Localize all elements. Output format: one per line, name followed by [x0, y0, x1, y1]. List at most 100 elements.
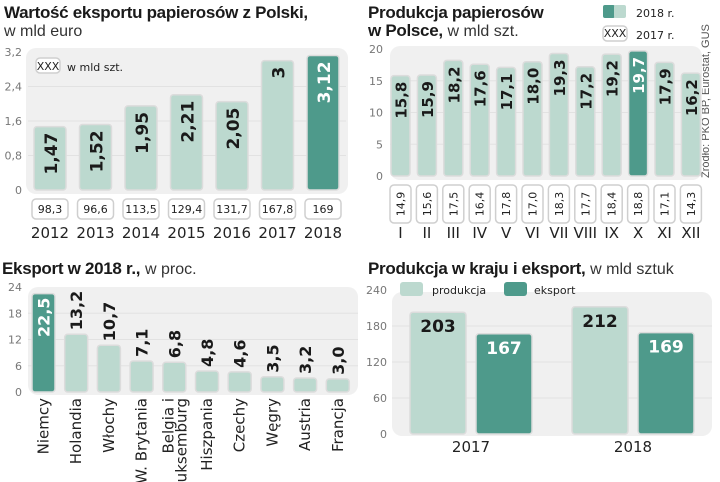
chart2-ytick-label: 20: [369, 43, 383, 56]
chart4-category-label: 2017: [452, 438, 490, 456]
chart2-2017-box: [600, 184, 623, 224]
chart2-value-label: 16,2: [683, 79, 701, 116]
chart1-category-label: 2015: [167, 224, 205, 242]
chart4-title-block: Produkcja w kraju i eksport, w mld sztuk: [368, 260, 674, 279]
chart3-value-label: 10,7: [100, 302, 119, 341]
chart1-category-label: 2014: [122, 224, 160, 242]
chart2-2017-box: [521, 184, 544, 224]
chart2-title: Produkcja papierosów: [368, 3, 544, 22]
chart2-value-label: 18,0: [525, 68, 543, 105]
chart2-category-label: I: [398, 224, 402, 242]
chart3-bar: [227, 371, 252, 393]
chart3-title-block: Eksport w 2018 r., w proc.: [2, 260, 197, 279]
chart3-category-label: Hiszpania: [198, 398, 216, 471]
chart3-category-label: Niemcy: [35, 398, 53, 454]
chart2-legend-swatch-dark: [603, 5, 615, 18]
chart3-value-label: 3,0: [329, 347, 348, 375]
chart2-value-label: 15,8: [393, 82, 411, 119]
chart1-title-block: Wartość eksportu papierosów z Polski, w …: [4, 4, 308, 41]
chart2-ytick-label: 15: [369, 75, 383, 88]
chart1-category-label: 2018: [304, 224, 342, 242]
chart2-2017-box: [679, 184, 703, 224]
chart2-legend-swatch-light: [614, 5, 626, 18]
chart2-bar: [627, 50, 649, 177]
chart1-category-label: 2012: [31, 224, 69, 242]
chart2-bar: [495, 66, 517, 177]
chart2-category-label: IV: [472, 224, 487, 242]
chart2-bar: [390, 74, 411, 177]
chart4-ytick-label: 0: [380, 428, 387, 441]
chart2-category-label: X: [633, 224, 643, 242]
chart2-category-label: II: [422, 224, 431, 242]
chart1-secondary-box: [76, 198, 115, 220]
chart2-legend-2018: 2018 r.: [636, 7, 675, 20]
chart2-title2: w Polsce,: [368, 21, 443, 40]
chart2-2017-label: 18,3: [553, 192, 566, 217]
chart1-secondary-label: 98,3: [38, 203, 63, 216]
chart3-category-label: Holandia: [67, 398, 85, 464]
chart3-value-label: 4,8: [198, 339, 217, 367]
chart4-title: Produkcja w kraju i eksport,: [368, 259, 586, 278]
chart1-legend-text: w mld szt.: [67, 61, 123, 74]
chart2-2017-label: 17,1: [659, 192, 672, 217]
chart3-category-label: Luksemburg: [172, 398, 190, 482]
chart1-secondary-box: [213, 198, 251, 220]
chart3-bar: [162, 361, 187, 393]
chart4-value-label: 203: [420, 317, 456, 337]
chart1-secondary-label: 169: [313, 203, 334, 216]
chart3-category-label: Węgry: [263, 398, 281, 447]
chart3-title: Eksport w 2018 r.,: [2, 259, 141, 278]
chart2-category-label: VII: [549, 224, 568, 242]
chart4-bar: [475, 333, 533, 435]
chart1-value-label: 1,47: [42, 133, 62, 175]
chart4-ytick-label: 180: [366, 320, 387, 333]
chart2-2017-label: 17,8: [500, 192, 513, 217]
chart1-ytick-label: 3,2: [5, 46, 23, 59]
chart2-category-label: V: [501, 224, 512, 242]
chart4-bar: [637, 331, 695, 435]
chart2-2017-box: [389, 184, 412, 224]
chart2-ytick-label: 0: [376, 170, 383, 183]
chart1-bar: [260, 59, 295, 191]
chart2-2017-label: 17,0: [527, 192, 540, 217]
chart3-bar: [63, 333, 89, 393]
chart3-bar: [292, 377, 318, 393]
chart1-value-label: 2,21: [179, 101, 199, 143]
chart3-bar: [325, 378, 351, 393]
chart4-category-label: 2018: [614, 438, 652, 456]
chart1-value-label: 2,05: [224, 108, 244, 150]
chart1-ytick-label: 1,6: [5, 115, 23, 128]
chart3-category-label: W. Brytania: [133, 398, 151, 482]
chart2-value-label: 18,2: [445, 66, 463, 103]
chart2-category-label: VI: [525, 224, 540, 242]
chart3-ytick-label: 0: [15, 386, 22, 399]
chart2-bar: [443, 59, 464, 177]
chart2-2017-box: [442, 184, 465, 224]
chart1-subtitle: w mld euro: [4, 23, 83, 40]
chart2-2017-label: 14,9: [395, 192, 408, 217]
chart1-bar: [169, 93, 204, 191]
chart2-bar: [469, 63, 490, 177]
chart2-bar: [654, 61, 675, 177]
chart2-category-label: III: [447, 224, 460, 242]
chart3-value-label: 7,1: [133, 329, 152, 357]
chart2-category-label: IX: [604, 224, 619, 242]
chart2-legend-2017: 2017 r.: [636, 29, 675, 42]
chart1-secondary-box: [31, 198, 69, 220]
chart4-bar: [409, 311, 467, 435]
chart1-secondary-box: [167, 198, 206, 220]
chart2-2017-label: 15,6: [421, 192, 434, 217]
chart4-ytick-label: 120: [366, 356, 387, 369]
chart2-value-label: 17,1: [498, 73, 516, 110]
chart2-value-label: 17,2: [577, 73, 595, 110]
chart3-value-label: 6,8: [165, 330, 184, 358]
chart2-value-label: 19,2: [604, 60, 622, 97]
chart2-value-label: 19,3: [551, 59, 569, 96]
chart1-secondary-box: [258, 198, 297, 220]
chart4-value-label: 169: [648, 338, 684, 358]
chart1-ytick-label: 2,4: [5, 81, 23, 94]
chart2-2017-label: 17,5: [447, 192, 460, 217]
chart2-bar: [575, 66, 596, 177]
chart4-panel: [392, 292, 712, 436]
chart3-ytick-label: 24: [8, 281, 22, 294]
